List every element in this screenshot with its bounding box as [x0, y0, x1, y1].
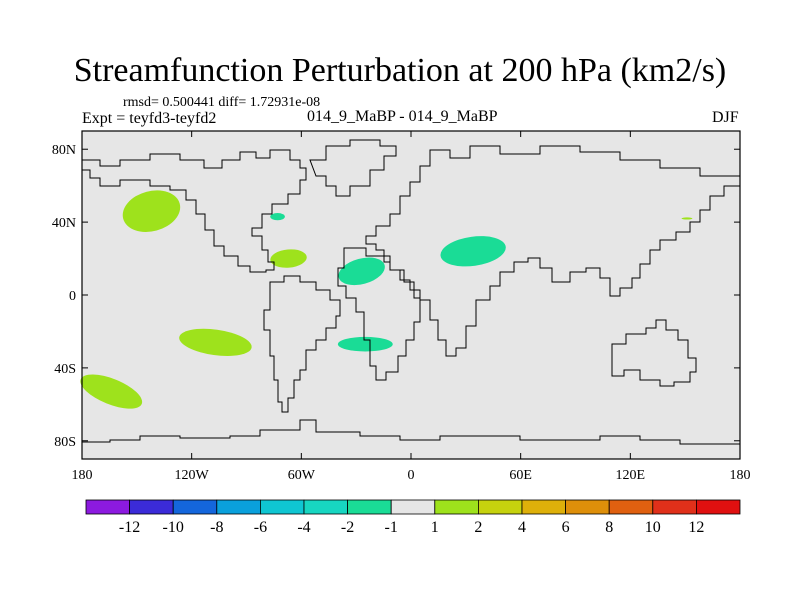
x-tick-label: 120W — [175, 468, 210, 483]
colorbar-swatch-2 — [172, 499, 218, 515]
colorbar-swatch-5 — [303, 499, 348, 515]
x-tick-label: 60E — [509, 468, 532, 483]
colorbar-swatch-7 — [390, 499, 436, 515]
colorbar-label: 6 — [562, 519, 570, 536]
colorbar-swatch-8 — [434, 499, 479, 515]
y-tick-label: 40N — [52, 216, 76, 231]
colorbar-label: -1 — [385, 519, 398, 536]
colorbar-swatch-9 — [477, 499, 523, 515]
colorbar-label: -10 — [163, 519, 184, 536]
anomaly-region-1 — [179, 328, 252, 356]
colorbar-label: 2 — [474, 519, 482, 536]
x-tick-label: 0 — [408, 468, 415, 483]
colorbar: -12 -10 -8 -6 -4 -2 -1 1 2 4 6 8 10 12 — [85, 499, 741, 536]
x-tick-label: 60W — [288, 468, 316, 483]
colorbar-swatch-1 — [129, 499, 174, 515]
colorbar-label: 1 — [431, 519, 439, 536]
stats-label: rmsd= 0.500441 diff= 1.72931e-08 — [123, 95, 321, 110]
anomaly-region-3 — [270, 249, 307, 268]
anomaly-region-5 — [270, 213, 285, 221]
colorbar-label: 12 — [688, 519, 704, 536]
case-label: 014_9_MaBP - 014_9_MaBP — [307, 108, 498, 125]
axis-labels: 180 120W 60W 0 60E 120E 180 80N 40N 0 40S 80S — [52, 143, 751, 483]
chart-title: Streamfunction Perturbation at 200 hPa (… — [73, 52, 727, 89]
colorbar-label: -4 — [297, 519, 310, 536]
anomaly-layer — [80, 190, 693, 409]
colorbar-swatch-12 — [608, 499, 654, 515]
anomaly-region-2 — [80, 374, 143, 409]
anomaly-region-7 — [337, 336, 393, 352]
axis-ticks — [81, 131, 741, 459]
colorbar-label: -6 — [254, 519, 267, 536]
colorbar-swatch-4 — [259, 499, 305, 515]
colorbar-swatch-3 — [216, 499, 261, 515]
colorbar-swatch-10 — [521, 499, 566, 515]
colorbar-label: 4 — [518, 519, 526, 536]
colorbar-swatch-6 — [347, 499, 392, 515]
experiment-label: Expt = teyfd3-teyfd2 — [82, 110, 217, 127]
x-tick-label: 180 — [72, 468, 93, 483]
coastlines — [82, 139, 741, 445]
colorbar-swatch-0 — [85, 499, 130, 515]
anomaly-region-6 — [338, 257, 385, 286]
y-tick-label: 80S — [54, 435, 76, 450]
season-label: DJF — [712, 109, 739, 126]
colorbar-label: -12 — [119, 519, 140, 536]
colorbar-label: -8 — [210, 519, 223, 536]
anomaly-region-0 — [122, 190, 181, 232]
colorbar-swatch-13 — [652, 499, 697, 515]
x-tick-label: 180 — [730, 468, 751, 483]
colorbar-swatch-11 — [565, 499, 610, 515]
anomaly-region-4 — [681, 217, 693, 220]
y-tick-label: 0 — [69, 289, 76, 304]
anomaly-region-8 — [440, 236, 506, 267]
colorbar-label: 10 — [645, 519, 661, 536]
y-tick-label: 40S — [54, 362, 76, 377]
colorbar-label: -2 — [341, 519, 354, 536]
colorbar-swatch-14 — [696, 499, 741, 515]
x-tick-label: 120E — [616, 468, 646, 483]
y-tick-label: 80N — [52, 143, 76, 158]
map-background — [82, 131, 740, 459]
colorbar-label: 8 — [605, 519, 613, 536]
